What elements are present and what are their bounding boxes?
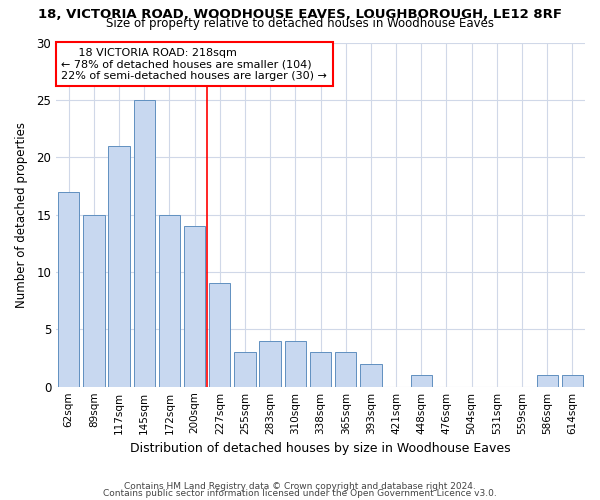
Text: 18 VICTORIA ROAD: 218sqm
← 78% of detached houses are smaller (104)
22% of semi-: 18 VICTORIA ROAD: 218sqm ← 78% of detach…: [61, 48, 327, 81]
Bar: [335, 352, 356, 386]
Text: Contains public sector information licensed under the Open Government Licence v3: Contains public sector information licen…: [103, 488, 497, 498]
Bar: [209, 284, 230, 387]
Bar: [234, 352, 256, 386]
Bar: [536, 375, 558, 386]
Bar: [562, 375, 583, 386]
Y-axis label: Number of detached properties: Number of detached properties: [15, 122, 28, 308]
Text: Contains HM Land Registry data © Crown copyright and database right 2024.: Contains HM Land Registry data © Crown c…: [124, 482, 476, 491]
Bar: [109, 146, 130, 386]
Bar: [58, 192, 79, 386]
Bar: [360, 364, 382, 386]
Bar: [410, 375, 432, 386]
Bar: [310, 352, 331, 386]
Text: Size of property relative to detached houses in Woodhouse Eaves: Size of property relative to detached ho…: [106, 18, 494, 30]
Text: 18, VICTORIA ROAD, WOODHOUSE EAVES, LOUGHBOROUGH, LE12 8RF: 18, VICTORIA ROAD, WOODHOUSE EAVES, LOUG…: [38, 8, 562, 20]
Bar: [259, 341, 281, 386]
Bar: [284, 341, 306, 386]
X-axis label: Distribution of detached houses by size in Woodhouse Eaves: Distribution of detached houses by size …: [130, 442, 511, 455]
Bar: [184, 226, 205, 386]
Bar: [83, 214, 104, 386]
Bar: [134, 100, 155, 386]
Bar: [159, 214, 180, 386]
